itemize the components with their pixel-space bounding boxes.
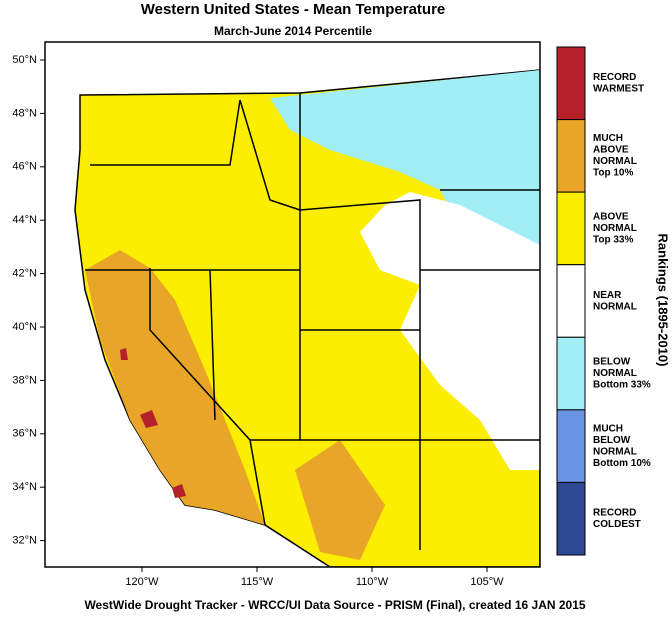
legend-title: Rankings (1895-2010) (656, 234, 671, 367)
legend-label: NORMAL (593, 223, 637, 234)
lat-label: 46°N (12, 161, 37, 173)
subtitle: March-June 2014 Percentile (214, 24, 372, 38)
lat-label: 32°N (12, 535, 37, 547)
legend-label: Bottom 33% (593, 380, 651, 391)
legend-swatch (556, 481, 586, 556)
lon-label: 105°W (470, 576, 504, 588)
below-normal-area (270, 70, 540, 300)
legend-label: Top 10% (593, 168, 633, 179)
legend-label: BELOW (593, 357, 631, 368)
legend-label: RECORD (593, 508, 636, 519)
legend-label: BELOW (593, 435, 631, 446)
lon-label: 110°W (356, 576, 389, 588)
near-normal-area (360, 192, 540, 470)
legend-label: NEAR (593, 290, 622, 301)
state-borders (85, 93, 540, 550)
legend-swatch (556, 119, 586, 193)
lat-label: 34°N (12, 481, 37, 493)
legend-label: NORMAL (593, 368, 637, 379)
lat-label: 38°N (12, 374, 37, 386)
lat-label: 50°N (12, 54, 37, 66)
legend-label: MUCH (593, 424, 623, 435)
legend-label: ABOVE (593, 145, 629, 156)
much-above-area (85, 250, 265, 525)
legend-label: COLDEST (593, 519, 641, 530)
legend-label: Bottom 10% (593, 458, 651, 469)
legend-label: RECORD (593, 72, 636, 83)
lat-label: 44°N (12, 214, 37, 226)
lon-label: 115°W (241, 576, 274, 588)
title: Western United States - Mean Temperature (141, 1, 446, 18)
lat-label: 40°N (12, 321, 37, 333)
legend-swatch (556, 264, 586, 338)
lon-label: 120°W (125, 576, 159, 588)
legend-swatch (556, 46, 586, 121)
footer: WestWide Drought Tracker - WRCC/UI Data … (84, 598, 585, 612)
record-warm-area (120, 348, 186, 498)
legend-label: NORMAL (593, 156, 637, 167)
lat-label: 42°N (12, 268, 37, 280)
map (44, 41, 541, 568)
lat-label: 48°N (12, 107, 37, 119)
legend-swatch (556, 409, 586, 483)
legend-label: MUCH (593, 133, 623, 144)
legend-label: NORMAL (593, 301, 637, 312)
legend-label: WARMEST (593, 84, 644, 95)
legend-label: ABOVE (593, 212, 629, 223)
legend-label: Top 33% (593, 235, 633, 246)
legend-swatch (556, 191, 586, 266)
lat-label: 36°N (12, 428, 37, 440)
legend-label: NORMAL (593, 447, 637, 458)
much-above-area (295, 440, 385, 560)
map-frame (44, 41, 541, 568)
legend-swatch (556, 336, 586, 411)
